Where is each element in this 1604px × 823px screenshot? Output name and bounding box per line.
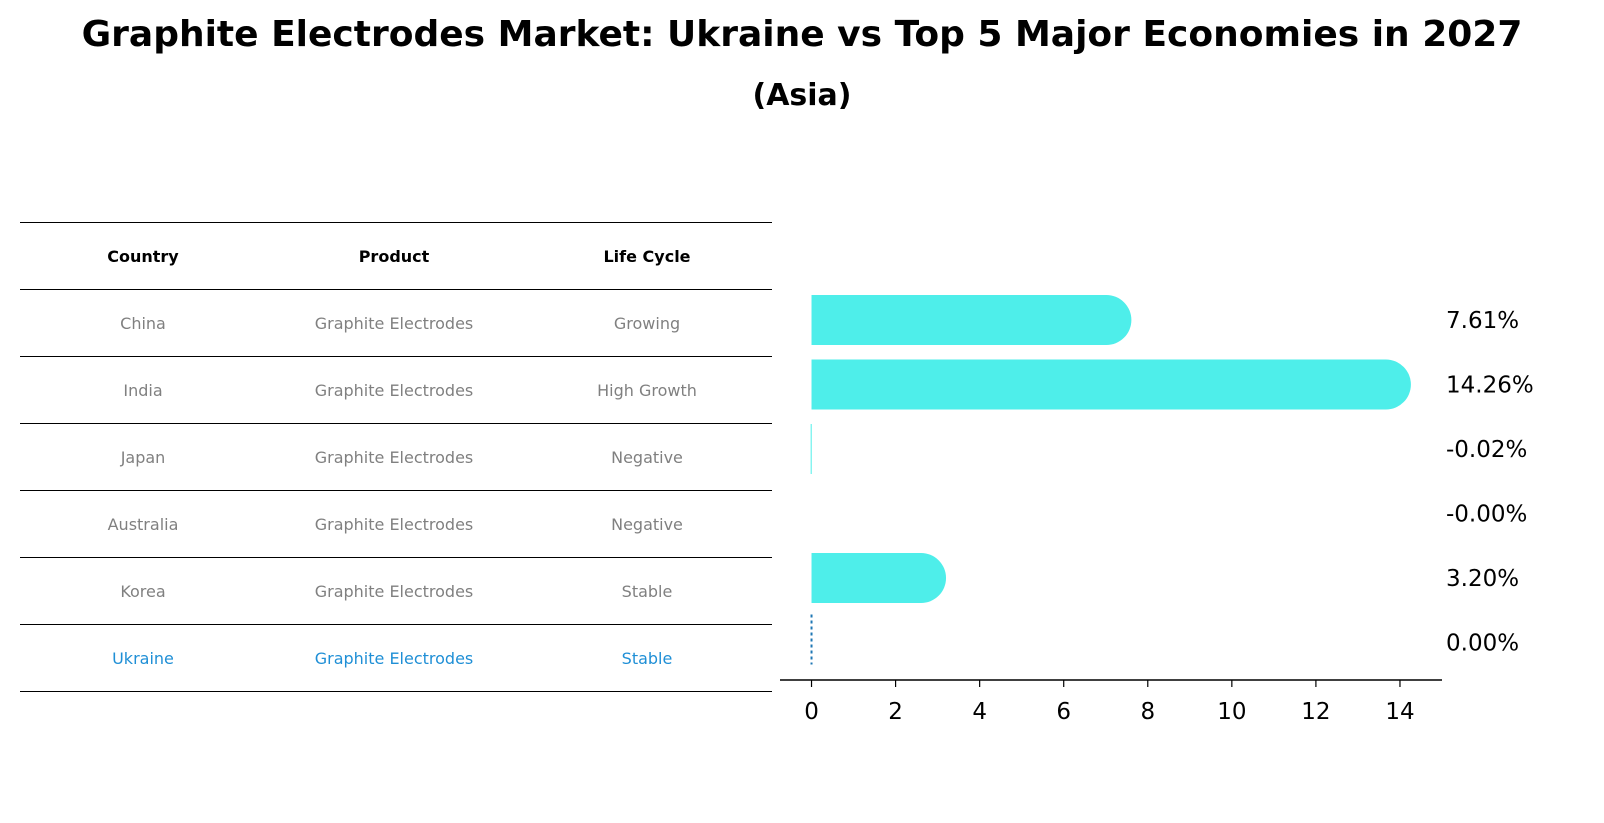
x-tick-label: 8 bbox=[1140, 699, 1155, 725]
cell-product: Graphite Electrodes bbox=[266, 624, 522, 692]
x-tick-label: 6 bbox=[1056, 699, 1071, 725]
cell-product: Graphite Electrodes bbox=[266, 490, 522, 558]
cell-life-cycle: Growing bbox=[522, 289, 772, 357]
table-row: Japan Graphite Electrodes Negative bbox=[20, 423, 772, 491]
cell-country: Korea bbox=[20, 557, 266, 625]
x-tick-label: 12 bbox=[1301, 699, 1330, 725]
chart-title: Graphite Electrodes Market: Ukraine vs T… bbox=[81, 14, 1523, 55]
cell-life-cycle: Stable bbox=[522, 557, 772, 625]
header-product: Product bbox=[266, 222, 522, 290]
chart-subtitle: (Asia) bbox=[752, 78, 852, 113]
cell-product: Graphite Electrodes bbox=[266, 423, 522, 491]
table-row-highlighted: Ukraine Graphite Electrodes Stable bbox=[20, 624, 772, 692]
table-row: Australia Graphite Electrodes Negative bbox=[20, 490, 772, 558]
bar-korea bbox=[811, 553, 947, 603]
value-label-india: 14.26% bbox=[1446, 373, 1534, 399]
bar-chart: 7.61% 14.26% -0.02% -0.00% 3.20% 0.00% 0 2 4 6 8 10… bbox=[780, 295, 1534, 725]
value-label-korea: 3.20% bbox=[1446, 566, 1519, 592]
cell-country: Ukraine bbox=[20, 624, 266, 692]
cell-product: Graphite Electrodes bbox=[266, 557, 522, 625]
value-label-china: 7.61% bbox=[1446, 308, 1519, 334]
x-tick-label: 10 bbox=[1217, 699, 1246, 725]
table-row: Korea Graphite Electrodes Stable bbox=[20, 557, 772, 625]
cell-product: Graphite Electrodes bbox=[266, 289, 522, 357]
cell-life-cycle: Negative bbox=[522, 490, 772, 558]
cell-life-cycle: Negative bbox=[522, 423, 772, 491]
value-label-ukraine: 0.00% bbox=[1446, 631, 1519, 657]
table-row: China Graphite Electrodes Growing bbox=[20, 289, 772, 357]
table-row: India Graphite Electrodes High Growth bbox=[20, 356, 772, 424]
cell-life-cycle: High Growth bbox=[522, 356, 772, 424]
header-life-cycle: Life Cycle bbox=[522, 222, 772, 290]
value-label-japan: -0.02% bbox=[1446, 437, 1527, 463]
cell-life-cycle: Stable bbox=[522, 624, 772, 692]
x-tick-label: 4 bbox=[972, 699, 987, 725]
cell-country: Australia bbox=[20, 490, 266, 558]
x-tick-label: 0 bbox=[804, 699, 819, 725]
x-tick-label: 2 bbox=[888, 699, 903, 725]
header-country: Country bbox=[20, 222, 266, 290]
bar-china bbox=[811, 295, 1132, 345]
bar-india bbox=[811, 359, 1411, 410]
cell-country: Japan bbox=[20, 423, 266, 491]
cell-product: Graphite Electrodes bbox=[266, 356, 522, 424]
value-label-australia: -0.00% bbox=[1446, 502, 1527, 528]
bar-japan bbox=[810, 424, 812, 474]
cell-country: China bbox=[20, 289, 266, 357]
x-tick-label: 14 bbox=[1385, 699, 1414, 725]
table-header-row: Country Product Life Cycle bbox=[20, 222, 772, 290]
cell-country: India bbox=[20, 356, 266, 424]
life-cycle-table: Country Product Life Cycle China Graphit… bbox=[20, 222, 772, 692]
